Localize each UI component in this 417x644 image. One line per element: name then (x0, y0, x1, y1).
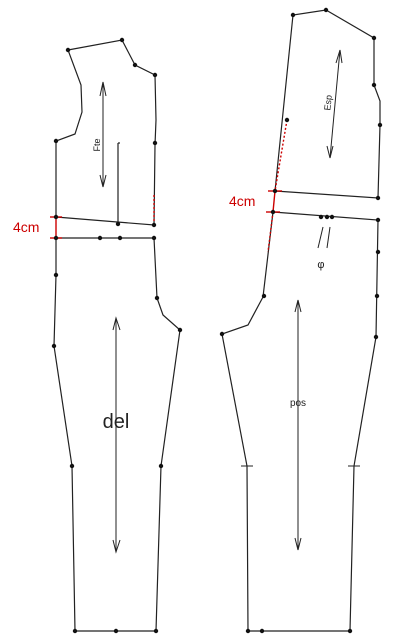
front-pants-piece (53, 237, 181, 632)
right-measure-label: 4cm (229, 193, 255, 209)
back-pants-piece (221, 211, 379, 632)
front-bodice-piece (55, 39, 157, 226)
front-bodice-label: Fte (92, 138, 102, 151)
phi-symbol: φ (317, 259, 324, 271)
back-bodice-label: Esp (322, 94, 334, 110)
left-4cm-measure (50, 195, 155, 239)
left-measure-label: 4cm (13, 219, 39, 235)
left-points (51, 37, 183, 634)
front-pants-label: del (103, 411, 130, 433)
right-4cm-measure (266, 119, 288, 253)
right-points (219, 7, 383, 634)
back-pants-label: pos (290, 398, 306, 409)
